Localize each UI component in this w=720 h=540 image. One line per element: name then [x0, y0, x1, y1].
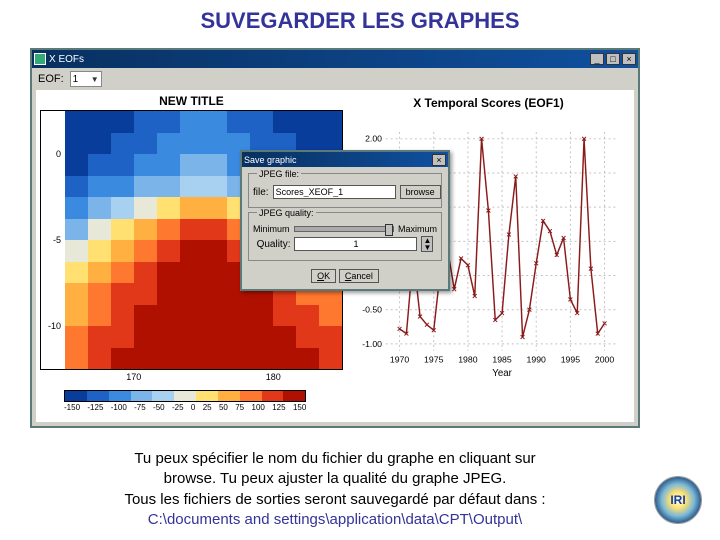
svg-text:2000: 2000: [595, 354, 615, 364]
svg-text:Year: Year: [492, 368, 512, 379]
caption: Tu peux spécifier le nom du fichier du g…: [30, 449, 640, 530]
caption-line3: Tous les fichiers de sorties seront sauv…: [124, 491, 545, 508]
svg-text:-1.00: -1.00: [362, 339, 382, 349]
caption-line4: C:\documents and settings\application\da…: [148, 511, 522, 528]
dialog-body: JPEG file: file: browse JPEG quality: Mi…: [242, 167, 448, 289]
max-label: Maximum: [398, 224, 437, 234]
svg-text:1975: 1975: [424, 354, 444, 364]
toolbar-label: EOF:: [38, 73, 64, 85]
linechart-title: X Temporal Scores (EOF1): [353, 96, 624, 110]
filename-input[interactable]: [273, 185, 396, 199]
colorbar-labels: -150-125-100-75-50-250255075100125150: [64, 403, 306, 412]
save-graphic-dialog: Save graphic × JPEG file: file: browse J…: [240, 150, 450, 291]
cancel-button[interactable]: Cancel: [339, 269, 379, 283]
svg-text:1970: 1970: [390, 354, 410, 364]
dialog-titlebar: Save graphic ×: [242, 152, 448, 167]
ok-button[interactable]: OK: [311, 269, 336, 283]
file-legend: JPEG file:: [257, 169, 301, 179]
app-title: X EOFs: [49, 54, 84, 65]
dialog-close-button[interactable]: ×: [432, 154, 446, 166]
slider-thumb[interactable]: [385, 224, 393, 236]
iri-logo-icon: IRI: [654, 476, 702, 524]
quality-fieldset: JPEG quality: Minimum Maximum Quality: ▲…: [248, 212, 442, 261]
svg-text:1980: 1980: [458, 354, 478, 364]
caption-line1: Tu peux spécifier le nom du fichier du g…: [134, 450, 535, 467]
quality-input[interactable]: [294, 237, 417, 251]
app-icon: [34, 53, 46, 65]
browse-button[interactable]: browse: [400, 185, 441, 199]
close-button[interactable]: ×: [622, 53, 636, 65]
min-label: Minimum: [253, 224, 290, 234]
eof-value: 1: [73, 74, 79, 85]
heatmap-y-ticks: 0-5-10: [41, 111, 63, 369]
svg-text:-0.50: -0.50: [362, 305, 382, 315]
maximize-button[interactable]: □: [606, 53, 620, 65]
quality-label: Quality:: [257, 239, 291, 250]
chevron-down-icon: ▼: [91, 75, 99, 84]
svg-text:1995: 1995: [561, 354, 581, 364]
colorbar: [64, 390, 306, 402]
eof-selector[interactable]: 1 ▼: [70, 71, 102, 87]
slide-title: SUVEGARDER LES GRAPHES: [0, 0, 720, 40]
quality-legend: JPEG quality:: [257, 208, 316, 218]
minimize-button[interactable]: _: [590, 53, 604, 65]
dialog-title: Save graphic: [244, 155, 297, 165]
toolbar: EOF: 1 ▼: [32, 68, 638, 90]
app-titlebar: X EOFs _ □ ×: [32, 50, 638, 68]
heatmap-title: NEW TITLE: [40, 94, 343, 108]
caption-line2: browse. Tu peux ajuster la qualité du gr…: [164, 470, 507, 487]
quality-slider[interactable]: [294, 226, 394, 232]
file-fieldset: JPEG file: file: browse: [248, 173, 442, 208]
stepper-icon[interactable]: ▲▼: [421, 236, 433, 252]
heatmap-x-ticks: 170180: [40, 372, 343, 382]
svg-text:1990: 1990: [526, 354, 546, 364]
file-label: file:: [253, 187, 269, 198]
svg-text:2.00: 2.00: [365, 134, 382, 144]
svg-text:1985: 1985: [492, 354, 512, 364]
